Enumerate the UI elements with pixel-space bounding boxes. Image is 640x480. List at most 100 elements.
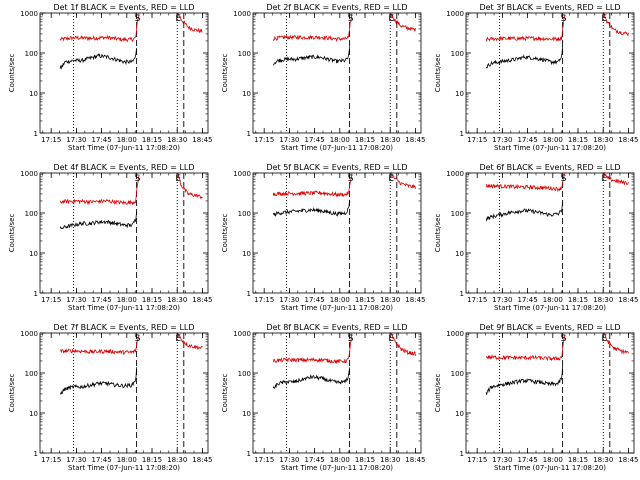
events-series-line: [60, 367, 137, 395]
x-tick-label: 18:15: [142, 456, 162, 464]
chart-panel-5: Det 5f BLACK = Events, RED = LLD 1 10 100 10…: [221, 163, 425, 312]
marker-e: E: [175, 14, 181, 24]
chart-panel-3: Det 3f BLACK = Events, RED = LLD 1 10 100 10…: [434, 3, 638, 152]
events-series-line: [272, 199, 350, 217]
y-axis-label: Counts/sec: [221, 54, 229, 93]
x-tick-label: 18:00: [330, 136, 350, 144]
y-tick-label: 1: [34, 290, 38, 298]
y-axis-label: Counts/sec: [8, 214, 16, 253]
y-tick-label: 1: [34, 130, 38, 138]
x-tick-label: 18:15: [142, 296, 162, 304]
y-axis-label: Counts/sec: [434, 374, 442, 413]
x-tick-label: 18:00: [330, 296, 350, 304]
events-series-line: [485, 365, 563, 395]
chart-title: Det 9f BLACK = Events, RED = LLD: [479, 323, 620, 332]
y-tick-label: 1000: [446, 170, 464, 178]
x-tick-label: 17:45: [305, 456, 325, 464]
x-axis-label: Start Time (07-Jun-11 17:08:20): [68, 304, 180, 312]
marker-s: S: [135, 174, 141, 184]
x-tick-label: 18:15: [568, 296, 588, 304]
events-series-line: [485, 45, 563, 69]
marker-e: E: [601, 14, 607, 24]
x-tick-label: 18:45: [192, 296, 212, 304]
lld-series-line: [603, 332, 629, 355]
plot-frame: [252, 332, 422, 454]
x-tick-label: 17:45: [305, 296, 325, 304]
marker-s: S: [348, 174, 354, 184]
x-tick-label: 17:15: [254, 296, 274, 304]
events-series-line: [485, 201, 563, 222]
y-tick-label: 10: [242, 410, 251, 418]
x-tick-label: 17:30: [66, 456, 86, 464]
x-axis-label: Start Time (07-Jun-11 17:08:20): [68, 464, 180, 472]
y-axis-label: Counts/sec: [434, 214, 442, 253]
x-tick-label: 17:15: [254, 136, 274, 144]
y-tick-label: 1000: [233, 170, 251, 178]
plot-frame: [39, 12, 209, 134]
chart-title: Det 4f BLACK = Events, RED = LLD: [53, 163, 194, 172]
y-tick-label: 100: [25, 50, 38, 58]
y-tick-label: 100: [25, 210, 38, 218]
x-tick-label: 18:30: [380, 296, 400, 304]
marker-e: E: [601, 334, 607, 344]
x-axis-label: Start Time (07-Jun-11 17:08:20): [281, 144, 393, 152]
marker-s: S: [135, 14, 141, 24]
x-axis-label: Start Time (07-Jun-11 17:08:20): [494, 144, 606, 152]
marker-e: E: [388, 174, 394, 184]
x-tick-label: 17:30: [279, 456, 299, 464]
x-tick-label: 17:15: [467, 296, 487, 304]
chart-panel-6: Det 6f BLACK = Events, RED = LLD 1 10 100 10…: [434, 163, 638, 312]
chart-panel-7: Det 7f BLACK = Events, RED = LLD 1 10 100 10…: [8, 323, 212, 472]
y-tick-label: 1: [247, 130, 251, 138]
events-series-line: [59, 211, 137, 230]
y-tick-label: 1: [247, 450, 251, 458]
marker-e: E: [601, 174, 607, 184]
lld-series-line: [390, 13, 416, 32]
events-series-line: [272, 367, 350, 389]
x-tick-label: 18:30: [593, 456, 613, 464]
x-tick-label: 18:00: [543, 296, 563, 304]
x-tick-label: 18:15: [568, 136, 588, 144]
x-tick-label: 17:15: [41, 136, 61, 144]
marker-e: E: [388, 334, 394, 344]
marker-e: E: [175, 174, 181, 184]
y-tick-label: 100: [25, 370, 38, 378]
x-tick-label: 18:30: [380, 136, 400, 144]
x-tick-label: 17:30: [66, 296, 86, 304]
x-tick-label: 17:45: [92, 296, 112, 304]
x-tick-label: 18:45: [192, 456, 212, 464]
x-tick-label: 18:45: [618, 136, 638, 144]
chart-panel-2: Det 2f BLACK = Events, RED = LLD 1 10 100 10…: [221, 3, 425, 152]
lld-series-line: [60, 334, 140, 356]
marker-e: E: [175, 334, 181, 344]
x-tick-label: 17:15: [254, 456, 274, 464]
x-tick-label: 17:45: [518, 136, 538, 144]
chart-title: Det 7f BLACK = Events, RED = LLD: [53, 323, 194, 332]
y-tick-label: 1000: [20, 10, 38, 18]
marker-s: S: [561, 334, 567, 344]
chart-title: Det 1f BLACK = Events, RED = LLD: [53, 3, 194, 12]
x-tick-label: 18:30: [593, 136, 613, 144]
chart-panel-1: Det 1f BLACK = Events, RED = LLD 1 10 100 10…: [8, 3, 212, 152]
plot-frame: [252, 12, 422, 134]
events-series-line: [272, 46, 350, 66]
lld-series-line: [59, 175, 140, 206]
x-tick-label: 18:00: [543, 456, 563, 464]
marker-s: S: [561, 14, 567, 24]
x-tick-label: 18:30: [380, 456, 400, 464]
x-tick-label: 17:45: [305, 136, 325, 144]
y-tick-label: 10: [242, 250, 251, 258]
marker-s: S: [348, 334, 354, 344]
x-tick-label: 18:15: [355, 296, 375, 304]
chart-panel-4: Det 4f BLACK = Events, RED = LLD 1 10 100 10…: [8, 163, 212, 312]
y-tick-label: 1000: [20, 170, 38, 178]
plot-frame: [465, 12, 635, 134]
x-axis-label: Start Time (07-Jun-11 17:08:20): [494, 464, 606, 472]
y-tick-label: 1: [460, 450, 464, 458]
x-tick-label: 17:15: [41, 456, 61, 464]
x-tick-label: 17:45: [92, 136, 112, 144]
y-axis-label: Counts/sec: [8, 54, 16, 93]
x-tick-label: 17:30: [279, 136, 299, 144]
x-tick-label: 18:30: [167, 296, 187, 304]
y-tick-label: 10: [455, 90, 464, 98]
